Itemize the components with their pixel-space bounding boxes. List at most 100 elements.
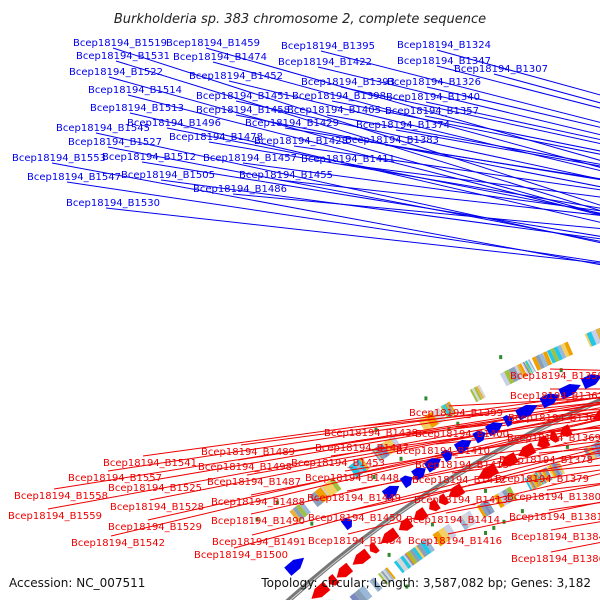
- reverse-connector: [107, 396, 600, 472]
- forward-gene: [340, 518, 352, 531]
- reverse-gene: [328, 574, 340, 586]
- reverse-connector: [147, 403, 600, 482]
- forward-gene-label: Bcep18194_B1519: [73, 38, 167, 49]
- gc-skew-tile: [369, 577, 383, 592]
- marker-dot: [387, 552, 391, 557]
- forward-connector: [66, 181, 600, 263]
- reverse-gene-label: Bcep18194_B1414: [406, 515, 500, 526]
- forward-connector: [95, 132, 600, 244]
- forward-gene: [411, 467, 426, 481]
- reverse-gene-label: Bcep18194_B1488: [211, 497, 305, 508]
- reverse-gene-label: Bcep18194_B1384: [511, 532, 600, 543]
- gc-skew-tile: [413, 538, 435, 560]
- marker-dot: [430, 522, 434, 527]
- forward-gene-label: Bcep18194_B1347: [397, 56, 491, 67]
- reverse-connector: [53, 401, 600, 490]
- marker-dot: [255, 517, 259, 522]
- forward-gene-label: Bcep18194_B1307: [454, 64, 548, 75]
- forward-gene-label: Bcep18194_B1455: [239, 170, 333, 181]
- marker-dot: [499, 355, 503, 360]
- reverse-gene-label: Bcep18194_B1490: [211, 516, 305, 527]
- reverse-connector: [240, 396, 600, 446]
- forward-gene-label: Bcep18194_B1474: [173, 52, 267, 63]
- marker-dot: [424, 396, 428, 401]
- forward-connector: [115, 60, 600, 211]
- forward-connector: [235, 114, 600, 188]
- reverse-gene-label: Bcep18194_B1381: [509, 512, 600, 523]
- forward-gene-label: Bcep18194_B1531: [76, 51, 170, 62]
- forward-gene-label: Bcep18194_B1357: [385, 106, 479, 117]
- reverse-gene-label: Bcep18194_B1500: [194, 550, 288, 561]
- forward-gene: [539, 393, 560, 409]
- forward-gene: [423, 458, 441, 473]
- forward-connector: [293, 145, 600, 191]
- forward-gene-label: Bcep18194_B1428: [254, 136, 348, 147]
- reverse-connector: [246, 413, 600, 476]
- reverse-gene-label: Bcep18194_B1542: [71, 538, 165, 549]
- forward-gene: [558, 384, 581, 400]
- reverse-gene: [369, 542, 380, 554]
- reverse-gene-label: Bcep18194_B1447: [315, 443, 409, 454]
- forward-gene: [284, 557, 305, 576]
- marker-dot: [559, 368, 563, 373]
- forward-gene-label: Bcep18194_B1478: [169, 132, 263, 143]
- forward-gene-label: Bcep18194_B1451: [196, 91, 290, 102]
- forward-gene-label: Bcep18194_B1398: [292, 91, 386, 102]
- gc-content-tile: [514, 363, 528, 380]
- forward-gene: [381, 485, 400, 501]
- reverse-connector: [147, 418, 600, 521]
- map-title: Burkholderia sp. 383 chromosome 2, compl…: [114, 12, 486, 27]
- reverse-connector: [142, 392, 600, 457]
- reverse-gene-label: Bcep18194_B1454: [308, 536, 402, 547]
- forward-connector: [160, 179, 600, 240]
- gc-content-tile: [531, 351, 553, 371]
- reverse-connector: [149, 410, 600, 501]
- reverse-gene: [592, 409, 600, 421]
- gc-content-tile: [586, 327, 600, 347]
- reverse-gene-label: Bcep18194_B1416: [408, 536, 502, 547]
- forward-gene: [399, 475, 413, 489]
- forward-gene-label: Bcep18194_B1486: [193, 184, 287, 195]
- gc-skew-tile: [432, 523, 457, 547]
- marker-dot: [565, 444, 569, 449]
- reverse-gene: [439, 493, 450, 506]
- topology-text: Topology: circular; Length: 3,587,082 bp…: [260, 576, 591, 590]
- gc-content-tile: [321, 477, 342, 498]
- forward-connector: [208, 141, 600, 209]
- forward-connector: [228, 80, 600, 172]
- marker-dot: [456, 421, 460, 426]
- gene-features: [284, 374, 600, 599]
- reverse-gene-label: Bcep18194_B1528: [110, 502, 204, 513]
- gene-labels: Bcep18194_B1519Bcep18194_B1531Bcep18194_…: [8, 38, 600, 565]
- reverse-gene-label: Bcep18194_B1400: [415, 429, 509, 440]
- forward-gene-label: Bcep18194_B1522: [69, 67, 163, 78]
- forward-gene-label: Bcep18194_B1393: [301, 77, 395, 88]
- forward-gene-label: Bcep18194_B1545: [56, 123, 150, 134]
- forward-gene-label: Bcep18194_B1383: [345, 135, 439, 146]
- reverse-gene: [311, 581, 331, 599]
- marker-dot: [372, 475, 376, 479]
- reverse-gene-label: Bcep18194_B1557: [68, 473, 162, 484]
- marker-dot: [447, 426, 451, 431]
- forward-gene: [502, 415, 513, 427]
- accession-text: Accession: NC_007511: [9, 576, 145, 590]
- reverse-gene: [448, 483, 466, 498]
- gc-content-tile: [469, 384, 486, 403]
- marker-dot: [405, 584, 409, 589]
- reverse-gene-label: Bcep18194_B1453: [291, 458, 385, 469]
- reverse-gene: [336, 562, 354, 578]
- forward-gene-label: Bcep18194_B1527: [68, 137, 162, 148]
- marker-dot: [484, 531, 487, 535]
- gc-skew-tile: [349, 585, 373, 600]
- forward-gene-label: Bcep18194_B1513: [90, 103, 184, 114]
- marker-dot: [520, 509, 524, 514]
- marker-dot: [275, 500, 279, 505]
- reverse-gene: [518, 442, 537, 457]
- gc-skew-tile: [457, 510, 477, 531]
- reverse-gene: [429, 499, 441, 512]
- reverse-gene: [537, 435, 551, 449]
- reverse-gene-label: Bcep18194_B1378: [499, 455, 593, 466]
- forward-connector: [232, 193, 600, 230]
- forward-connector: [105, 207, 600, 264]
